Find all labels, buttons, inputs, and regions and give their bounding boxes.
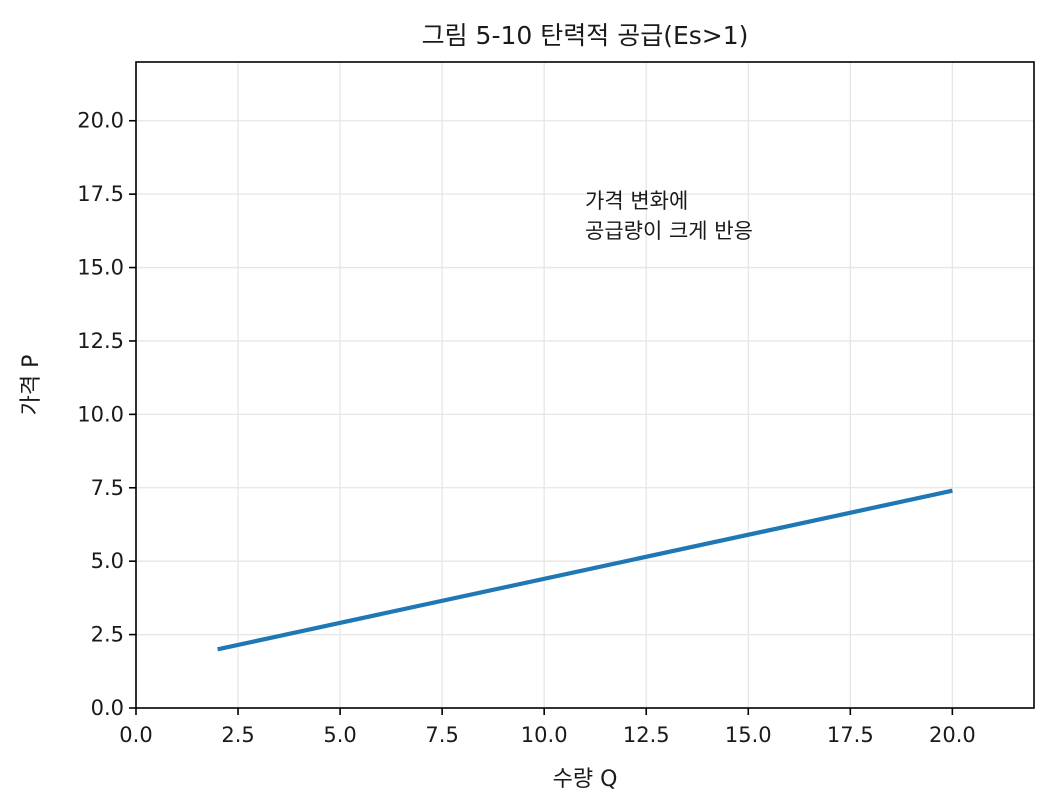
x-tick-label: 20.0 [929, 723, 976, 747]
x-tick-label: 2.5 [221, 723, 254, 747]
x-tick-label: 7.5 [425, 723, 458, 747]
x-tick-label: 12.5 [623, 723, 670, 747]
supply-curve-line [217, 488, 953, 652]
x-axis-label: 수량 Q [553, 767, 618, 792]
x-tick-label: 5.0 [323, 723, 356, 747]
y-tick-label: 10.0 [77, 402, 124, 426]
chart-title: 그림 5-10 탄력적 공급(Es>1) [422, 21, 749, 50]
y-tick-label: 2.5 [91, 623, 124, 647]
ticks: 0.0 2.5 5.0 7.5 10.0 12.5 15.0 17.5 20.0 0.0 2.5 5.… [77, 109, 976, 747]
annotation: 가격 변화에 공급량이 크게 반응 [585, 189, 753, 243]
y-axis-label: 가격 P [19, 355, 44, 416]
y-tick-label: 5.0 [91, 549, 124, 573]
y-tick-label: 17.5 [77, 182, 124, 206]
y-tick-label: 0.0 [91, 696, 124, 720]
y-tick-label: 12.5 [77, 329, 124, 353]
y-tick-label: 15.0 [77, 256, 124, 280]
x-tick-label: 10.0 [521, 723, 568, 747]
y-tick-label: 20.0 [77, 109, 124, 133]
x-tick-label: 15.0 [725, 723, 772, 747]
annotation-line-2: 공급량이 크게 반응 [585, 219, 753, 243]
x-tick-label: 17.5 [827, 723, 874, 747]
annotation-line-1: 가격 변화에 [585, 189, 688, 213]
series-layer [217, 488, 953, 652]
x-tick-label: 0.0 [119, 723, 152, 747]
plot-area-frame [135, 61, 1035, 709]
y-tick-label: 7.5 [91, 476, 124, 500]
